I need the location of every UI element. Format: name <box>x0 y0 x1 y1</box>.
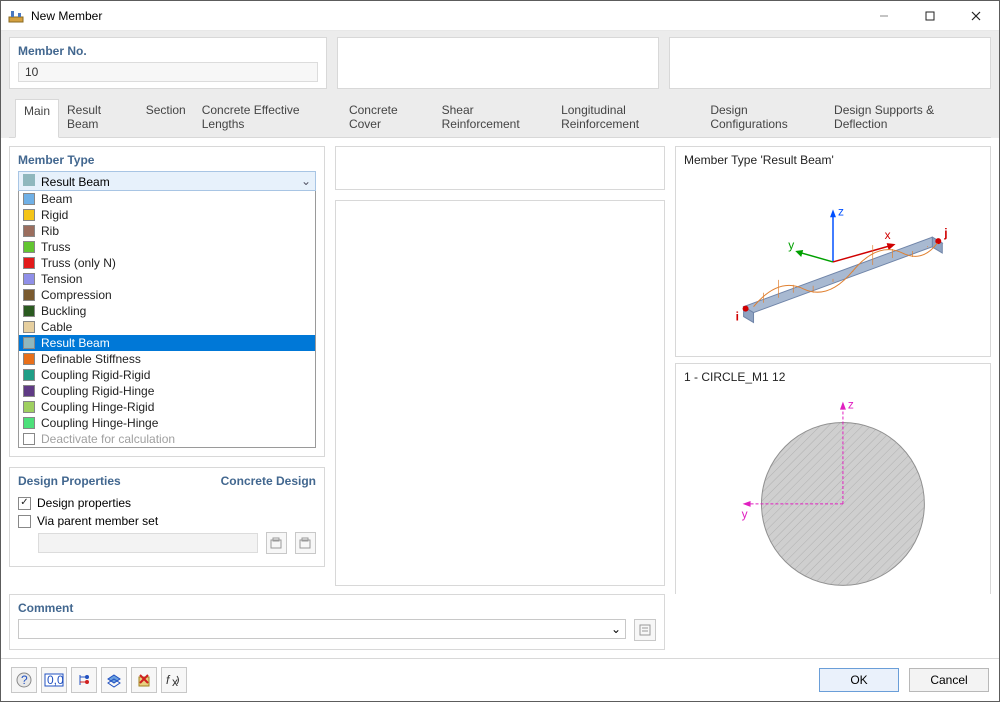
member-type-option[interactable]: Tension <box>19 271 315 287</box>
member-type-dropdown: BeamRigidRibTrussTruss (only N)TensionCo… <box>18 191 316 448</box>
left-column: Member Type Result Beam ⌄ BeamRigidRibTr… <box>9 146 325 586</box>
header-box-3 <box>669 37 991 89</box>
mid-panel-1 <box>335 146 665 190</box>
chevron-down-icon: ⌄ <box>301 174 311 188</box>
member-type-option[interactable]: Truss <box>19 239 315 255</box>
member-type-option[interactable]: Cable <box>19 319 315 335</box>
i-node-label: i <box>736 310 739 324</box>
y-axis-label: y <box>788 238 794 252</box>
member-type-combo[interactable]: Result Beam ⌄ <box>18 171 316 191</box>
comment-title: Comment <box>18 601 656 619</box>
member-type-option[interactable]: Truss (only N) <box>19 255 315 271</box>
member-type-option[interactable]: Rigid <box>19 207 315 223</box>
x-axis-label: x <box>885 228 891 242</box>
design-properties-checkbox[interactable] <box>18 497 31 510</box>
tab-main[interactable]: Main <box>15 99 59 138</box>
app-icon <box>7 7 25 25</box>
section-z-label: z <box>848 398 854 412</box>
header-box-2 <box>337 37 659 89</box>
j-node-label: j <box>943 226 947 240</box>
section-preview-svg: z y <box>684 384 982 594</box>
close-button[interactable] <box>953 1 999 30</box>
cancel-button[interactable]: Cancel <box>909 668 989 692</box>
parent-member-set-input <box>38 533 258 553</box>
maximize-button[interactable] <box>907 1 953 30</box>
pick-button-2[interactable] <box>295 532 316 554</box>
comment-panel: Comment ⌄ <box>9 594 665 650</box>
footer-fx-icon[interactable]: fx <box>161 667 187 693</box>
design-props-title: Design Properties <box>18 474 121 492</box>
member-type-option[interactable]: Compression <box>19 287 315 303</box>
footer-delete-x-icon[interactable] <box>131 667 157 693</box>
titlebar: New Member <box>1 1 999 31</box>
via-parent-label: Via parent member set <box>37 514 158 528</box>
member-type-option[interactable]: Result Beam <box>19 335 315 351</box>
pick-button-1[interactable] <box>266 532 287 554</box>
mid-panel-2 <box>335 200 665 586</box>
chevron-down-icon: ⌄ <box>611 622 621 636</box>
tab-design-supports-deflection[interactable]: Design Supports & Deflection <box>826 99 985 137</box>
preview-top-panel: Member Type 'Result Beam' z y x <box>675 146 991 357</box>
ok-button[interactable]: OK <box>819 668 899 692</box>
member-no-label: Member No. <box>18 44 318 58</box>
via-parent-checkbox[interactable] <box>18 515 31 528</box>
comment-row-container: Comment ⌄ <box>1 594 999 658</box>
tab-concrete-cover[interactable]: Concrete Cover <box>341 99 434 137</box>
member-no-box: Member No. <box>9 37 327 89</box>
z-axis-label: z <box>838 204 844 218</box>
footer-tree-icon[interactable] <box>71 667 97 693</box>
member-type-selected: Result Beam <box>41 175 110 189</box>
window-title: New Member <box>31 9 861 23</box>
comment-edit-button[interactable] <box>634 619 656 641</box>
tab-strip: MainResult BeamSectionConcrete Effective… <box>9 93 991 138</box>
main-area: Member Type Result Beam ⌄ BeamRigidRibTr… <box>1 138 999 594</box>
member-type-option[interactable]: Definable Stiffness <box>19 351 315 367</box>
footer-toolbar: ? 0,00 fx <box>11 667 187 693</box>
tab-longitudinal-reinforcement[interactable]: Longitudinal Reinforcement <box>553 99 702 137</box>
member-type-panel: Member Type Result Beam ⌄ BeamRigidRibTr… <box>9 146 325 457</box>
member-type-option[interactable]: Coupling Rigid-Rigid <box>19 367 315 383</box>
tab-shear-reinforcement[interactable]: Shear Reinforcement <box>434 99 553 137</box>
tab-section[interactable]: Section <box>138 99 194 137</box>
member-type-option[interactable]: Coupling Rigid-Hinge <box>19 383 315 399</box>
tab-result-beam[interactable]: Result Beam <box>59 99 138 137</box>
preview-bottom-panel: 1 - CIRCLE_M1 12 z y <box>675 363 991 594</box>
footer-help-icon[interactable]: ? <box>11 667 37 693</box>
tab-concrete-effective-lengths[interactable]: Concrete Effective Lengths <box>194 99 341 137</box>
tab-design-configurations[interactable]: Design Configurations <box>702 99 826 137</box>
member-type-option[interactable]: Coupling Hinge-Rigid <box>19 399 315 415</box>
member-type-option[interactable]: Rib <box>19 223 315 239</box>
section-y-label: y <box>742 507 748 521</box>
svg-text:0,00: 0,00 <box>47 673 64 687</box>
beam-preview-svg: z y x i j <box>684 167 982 347</box>
member-type-title: Member Type <box>18 153 316 171</box>
dialog-footer: ? 0,00 fx OK Cancel <box>1 658 999 701</box>
member-no-input[interactable] <box>18 62 318 82</box>
upper-area: Member No. MainResult BeamSectionConcret… <box>1 31 999 138</box>
preview-top-title: Member Type 'Result Beam' <box>684 153 982 167</box>
design-properties-label: Design properties <box>37 496 131 510</box>
svg-text:f: f <box>166 673 171 687</box>
dialog-window: New Member Member No. MainResult BeamSec… <box>0 0 1000 702</box>
member-type-option[interactable]: Beam <box>19 191 315 207</box>
minimize-button[interactable] <box>861 1 907 30</box>
design-properties-panel: Design Properties Concrete Design Design… <box>9 467 325 567</box>
right-column: Member Type 'Result Beam' z y x <box>675 146 991 586</box>
preview-bottom-title: 1 - CIRCLE_M1 12 <box>684 370 982 384</box>
comment-combo[interactable]: ⌄ <box>18 619 626 639</box>
member-type-option[interactable]: Coupling Hinge-Hinge <box>19 415 315 431</box>
footer-layers-icon[interactable] <box>101 667 127 693</box>
svg-text:?: ? <box>21 673 28 687</box>
header-row: Member No. <box>9 37 991 89</box>
footer-decimals-icon[interactable]: 0,00 <box>41 667 67 693</box>
member-type-option: Deactivate for calculation <box>19 431 315 447</box>
member-type-option[interactable]: Buckling <box>19 303 315 319</box>
middle-column <box>335 146 665 586</box>
concrete-design-label: Concrete Design <box>221 474 316 492</box>
